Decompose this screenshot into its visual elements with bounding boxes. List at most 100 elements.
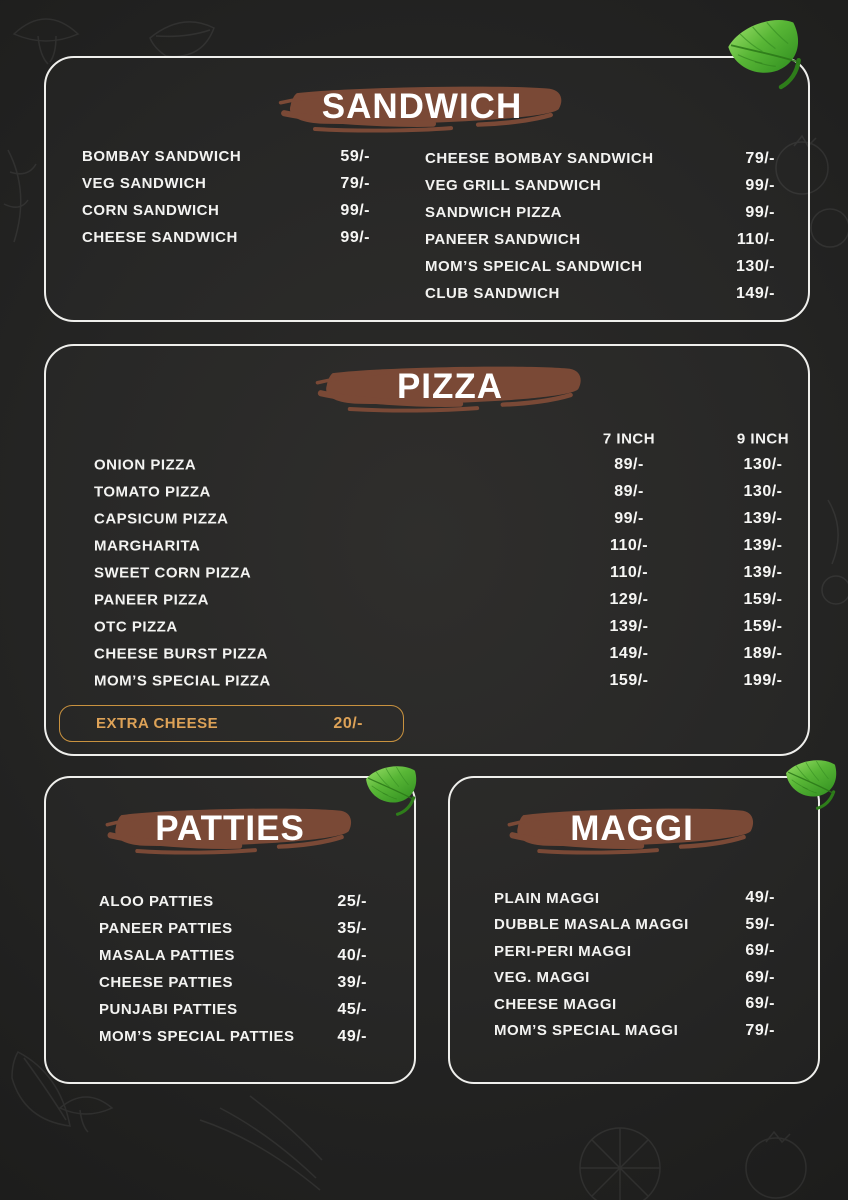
item-price: 40/- — [337, 946, 367, 964]
menu-item-row: MARGHARITA 110/- 139/- — [94, 532, 818, 559]
menu-item-row: CHEESE MAGGI 69/- — [494, 991, 775, 1018]
column-header-7inch: 7 INCH — [602, 430, 656, 447]
menu-item-row: BOMBAY SANDWICH 59/- — [82, 143, 370, 170]
item-price: 149/- — [736, 284, 775, 302]
menu-item-row: CAPSICUM PIZZA 99/- 139/- — [94, 505, 818, 532]
menu-item-row: VEG GRILL SANDWICH 99/- — [425, 172, 775, 199]
item-name: ALOO PATTIES — [99, 893, 214, 910]
item-name: ONION PIZZA — [94, 456, 197, 473]
sandwich-items-left: BOMBAY SANDWICH 59/- VEG SANDWICH 79/- C… — [82, 143, 370, 251]
leaf-icon — [718, 14, 809, 96]
item-price: 59/- — [745, 915, 775, 933]
item-name: PERI-PERI MAGGI — [494, 942, 632, 960]
section-title: MAGGI — [570, 809, 694, 848]
item-price: 130/- — [736, 257, 775, 275]
item-price-9inch: 199/- — [743, 671, 783, 689]
pizza-heading: PIZZA — [314, 360, 586, 416]
section-maggi: MAGGI PLAIN MAGGI 49/- DUBBLE MASALA MAG… — [448, 776, 820, 1084]
item-name: CHEESE MAGGI — [494, 995, 617, 1013]
menu-item-row: PANEER PIZZA 129/- 159/- — [94, 586, 818, 613]
sandwich-heading: SANDWICH — [277, 80, 567, 136]
menu-item-row: MOM’S SPECIAL PATTIES 49/- — [99, 1023, 367, 1050]
section-title: PATTIES — [155, 809, 305, 848]
item-price-7inch: 99/- — [614, 509, 644, 527]
item-name: CLUB SANDWICH — [425, 285, 560, 302]
item-name: MASALA PATTIES — [99, 947, 235, 964]
menu-item-row: CHEESE BOMBAY SANDWICH 79/- — [425, 145, 775, 172]
item-price-7inch: 110/- — [609, 563, 649, 581]
menu-item-row: PLAIN MAGGI 49/- — [494, 885, 775, 912]
item-price: 69/- — [745, 968, 775, 986]
item-name: PLAIN MAGGI — [494, 889, 600, 907]
item-name: PUNJABI PATTIES — [99, 1001, 238, 1018]
menu-item-row: PUNJABI PATTIES 45/- — [99, 996, 367, 1023]
item-price-7inch: 139/- — [609, 617, 649, 635]
item-name: BOMBAY SANDWICH — [82, 148, 242, 165]
item-name: MOM’S SPECIAL MAGGI — [494, 1022, 679, 1040]
item-price-9inch: 139/- — [743, 509, 783, 527]
section-title: SANDWICH — [321, 87, 523, 126]
item-price-9inch: 159/- — [743, 590, 783, 608]
leaf-icon — [361, 761, 419, 818]
pizza-size-columns: 7 INCH 9 INCH — [94, 425, 818, 452]
item-price-9inch: 130/- — [743, 455, 783, 473]
item-price: 99/- — [340, 201, 370, 219]
menu-item-row: DUBBLE MASALA MAGGI 59/- — [494, 912, 775, 939]
item-price: 69/- — [745, 995, 775, 1013]
maggi-items: PLAIN MAGGI 49/- DUBBLE MASALA MAGGI 59/… — [494, 885, 775, 1044]
item-price: 49/- — [745, 889, 775, 907]
extra-item-name: EXTRA CHEESE — [96, 715, 219, 732]
menu-item-row: CHEESE SANDWICH 99/- — [82, 224, 370, 251]
menu-item-row: CHEESE PATTIES 39/- — [99, 969, 367, 996]
item-name: VEG SANDWICH — [82, 175, 207, 192]
item-name: CHEESE BURST PIZZA — [94, 645, 269, 662]
menu-item-row: PANEER SANDWICH 110/- — [425, 226, 775, 253]
menu-item-row: MASALA PATTIES 40/- — [99, 942, 367, 969]
menu-item-row: OTC PIZZA 139/- 159/- — [94, 613, 818, 640]
item-price: 35/- — [337, 919, 367, 937]
item-name: MARGHARITA — [94, 537, 201, 554]
menu-item-row: ONION PIZZA 89/- 130/- — [94, 451, 818, 478]
section-pizza: PIZZA 7 INCH 9 INCH ONION PIZZA 89/- 130… — [44, 344, 810, 756]
item-name: SANDWICH PIZZA — [425, 204, 562, 221]
item-name: VEG GRILL SANDWICH — [425, 177, 602, 194]
item-name: MOM’S SPECIAL PATTIES — [99, 1028, 295, 1045]
item-price: 49/- — [337, 1027, 367, 1045]
item-name: PANEER PATTIES — [99, 920, 233, 937]
item-price: 99/- — [745, 176, 775, 194]
menu-item-row: SWEET CORN PIZZA 110/- 139/- — [94, 559, 818, 586]
item-name: CORN SANDWICH — [82, 202, 220, 219]
menu-item-row: CORN SANDWICH 99/- — [82, 197, 370, 224]
menu-item-row: ALOO PATTIES 25/- — [99, 888, 367, 915]
item-price: 39/- — [337, 973, 367, 991]
item-price-7inch: 89/- — [614, 482, 644, 500]
item-name: CHEESE BOMBAY SANDWICH — [425, 150, 654, 167]
extra-item-price: 20/- — [333, 714, 363, 732]
menu-item-row: MOM’S SPEICAL SANDWICH 130/- — [425, 253, 775, 280]
item-price: 99/- — [340, 228, 370, 246]
item-price-7inch: 149/- — [609, 644, 649, 662]
item-name: CHEESE SANDWICH — [82, 229, 238, 246]
sandwich-items-right: CHEESE BOMBAY SANDWICH 79/- VEG GRILL SA… — [425, 145, 775, 307]
item-price: 69/- — [745, 942, 775, 960]
menu-item-row: MOM’S SPECIAL PIZZA 159/- 199/- — [94, 667, 818, 694]
item-price: 45/- — [337, 1000, 367, 1018]
leaf-icon — [781, 755, 839, 812]
section-sandwich: SANDWICH BOMBAY SANDWICH 59/- VEG SANDWI… — [44, 56, 810, 322]
item-name: CHEESE PATTIES — [99, 974, 233, 991]
patties-items: ALOO PATTIES 25/- PANEER PATTIES 35/- MA… — [99, 888, 367, 1050]
menu-item-row: MOM’S SPECIAL MAGGI 79/- — [494, 1018, 775, 1045]
column-header-9inch: 9 INCH — [736, 430, 790, 447]
section-patties: PATTIES ALOO PATTIES 25/- PANEER PATTIES… — [44, 776, 416, 1084]
item-price: 59/- — [340, 147, 370, 165]
maggi-heading: MAGGI — [506, 802, 758, 858]
item-price: 79/- — [745, 149, 775, 167]
extra-cheese-box: EXTRA CHEESE 20/- — [59, 705, 404, 742]
menu-item-row: VEG. MAGGI 69/- — [494, 965, 775, 992]
item-price-9inch: 139/- — [743, 536, 783, 554]
item-price-7inch: 89/- — [614, 455, 644, 473]
item-name: VEG. MAGGI — [494, 969, 590, 987]
menu-item-row: CHEESE BURST PIZZA 149/- 189/- — [94, 640, 818, 667]
